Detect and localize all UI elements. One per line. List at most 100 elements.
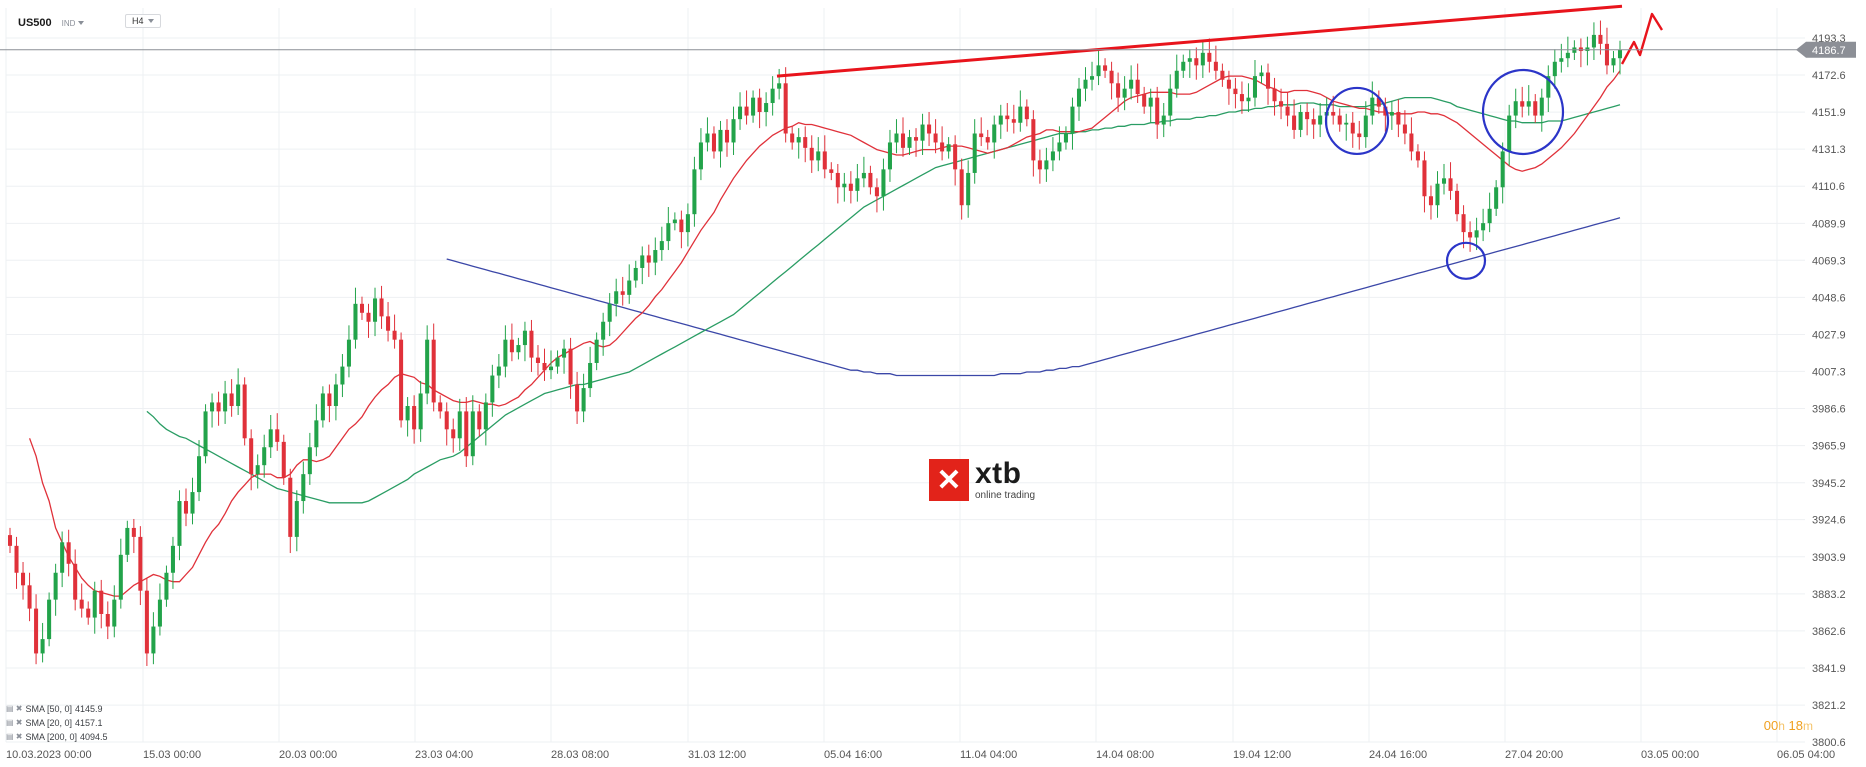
settings-icon[interactable]: ▤ ✖ bbox=[6, 704, 23, 713]
y-tick-label: 3800.6 bbox=[1812, 737, 1846, 749]
xtb-logo: ✕ xtb online trading bbox=[929, 459, 1035, 501]
candle-body bbox=[1116, 83, 1121, 98]
candle-body bbox=[900, 133, 906, 148]
candle-body bbox=[190, 492, 195, 514]
candle-body bbox=[1063, 133, 1068, 143]
candle-body bbox=[314, 420, 319, 448]
candle-body bbox=[1455, 190, 1460, 215]
candle-body bbox=[1441, 178, 1447, 184]
candle-body bbox=[1070, 106, 1075, 134]
candle-body bbox=[1415, 151, 1420, 161]
candle-body bbox=[1337, 115, 1342, 125]
x-tick-label: 14.04 08:00 bbox=[1096, 749, 1154, 761]
candle-body bbox=[666, 223, 671, 242]
candle-body bbox=[581, 388, 586, 412]
candle-body bbox=[633, 267, 638, 281]
candle-body bbox=[548, 366, 554, 371]
candle-body bbox=[203, 411, 208, 457]
candle-body bbox=[1402, 124, 1407, 134]
timer-minutes-unit: m bbox=[1803, 719, 1813, 733]
candle-body bbox=[1565, 52, 1570, 59]
candle-body bbox=[1168, 88, 1173, 116]
projection-zigzag bbox=[1620, 12, 1664, 65]
candle-body bbox=[503, 339, 508, 367]
candle-body bbox=[738, 106, 743, 120]
candle-body bbox=[1187, 58, 1192, 62]
x-tick-label: 28.03 08:00 bbox=[551, 749, 609, 761]
candle-body bbox=[1604, 43, 1609, 66]
candle-body bbox=[21, 572, 26, 586]
candle-body bbox=[1129, 79, 1134, 89]
candle-body bbox=[509, 339, 514, 353]
candle-body bbox=[281, 441, 286, 478]
candle-body bbox=[151, 626, 156, 654]
candle-body bbox=[99, 590, 104, 614]
candle-body bbox=[288, 477, 293, 537]
candle-body bbox=[1207, 52, 1212, 62]
candle-body bbox=[66, 542, 71, 564]
candle-body bbox=[1083, 79, 1088, 89]
legend-row-sma20[interactable]: ▤ ✖ SMA [20, 0] 4157.1 bbox=[6, 716, 108, 730]
candle-body bbox=[275, 429, 280, 442]
candle-body bbox=[907, 137, 912, 148]
candle-body bbox=[210, 402, 215, 412]
legend-value: 4094.5 bbox=[80, 732, 108, 742]
candle-body bbox=[1331, 111, 1336, 116]
candle-body bbox=[1539, 97, 1544, 116]
timeframe-selector[interactable]: H4 bbox=[125, 14, 161, 28]
candle-body bbox=[1135, 79, 1140, 95]
symbol-label[interactable]: US500 bbox=[18, 17, 52, 29]
candle-body bbox=[816, 151, 821, 161]
y-tick-label: 4089.9 bbox=[1812, 218, 1846, 230]
candle-body bbox=[353, 303, 358, 340]
candle-body bbox=[229, 393, 234, 407]
candle-body bbox=[1044, 160, 1049, 170]
candle-body bbox=[346, 339, 351, 367]
candle-body bbox=[1155, 97, 1160, 125]
candle-body bbox=[1285, 106, 1290, 116]
instrument-header: US500 IND bbox=[18, 14, 85, 32]
candle-body bbox=[542, 362, 547, 371]
candle-body bbox=[60, 542, 65, 573]
candle-body bbox=[249, 438, 254, 475]
x-tick-label: 23.03 04:00 bbox=[415, 749, 473, 761]
candle-body bbox=[1292, 115, 1297, 130]
chevron-down-icon bbox=[147, 19, 154, 23]
y-tick-label: 3924.6 bbox=[1812, 515, 1846, 527]
candle-body bbox=[1142, 94, 1147, 107]
settings-icon[interactable]: ▤ ✖ bbox=[6, 718, 23, 727]
legend-value: 4145.9 bbox=[75, 704, 103, 714]
y-tick-label: 4048.6 bbox=[1812, 292, 1846, 304]
candle-body bbox=[164, 572, 169, 600]
candle-body bbox=[985, 137, 990, 143]
candle-body bbox=[340, 366, 345, 385]
candle-body bbox=[1578, 47, 1583, 52]
candle-body bbox=[1005, 115, 1010, 120]
x-tick-label: 24.04 16:00 bbox=[1369, 749, 1427, 761]
y-tick-label: 3821.2 bbox=[1812, 700, 1846, 712]
timer-hours: 00 bbox=[1763, 718, 1779, 733]
candle-body bbox=[731, 119, 736, 143]
legend-row-sma50[interactable]: ▤ ✖ SMA [50, 0] 4145.9 bbox=[6, 702, 108, 716]
candle-body bbox=[47, 599, 52, 640]
legend-row-sma200[interactable]: ▤ ✖ SMA [200, 0] 4094.5 bbox=[6, 730, 108, 744]
candle-body bbox=[953, 144, 958, 170]
candle-body bbox=[672, 219, 677, 224]
settings-icon[interactable]: ▤ ✖ bbox=[6, 732, 23, 741]
candle-body bbox=[1213, 61, 1218, 71]
candle-body bbox=[809, 147, 814, 161]
y-tick-label: 4110.6 bbox=[1812, 181, 1845, 193]
candle-body bbox=[685, 214, 690, 233]
y-tick-label: 3965.9 bbox=[1812, 441, 1846, 453]
candle-body bbox=[496, 366, 501, 376]
candle-body bbox=[183, 501, 189, 514]
candle-body bbox=[1585, 47, 1590, 52]
candle-body bbox=[790, 133, 795, 143]
candle-body bbox=[724, 129, 730, 143]
legend-value: 4157.1 bbox=[75, 718, 103, 728]
market-selector[interactable]: IND bbox=[62, 19, 85, 28]
candle-body bbox=[914, 137, 919, 141]
candle-body bbox=[1383, 106, 1388, 116]
candle-body bbox=[1272, 88, 1277, 102]
